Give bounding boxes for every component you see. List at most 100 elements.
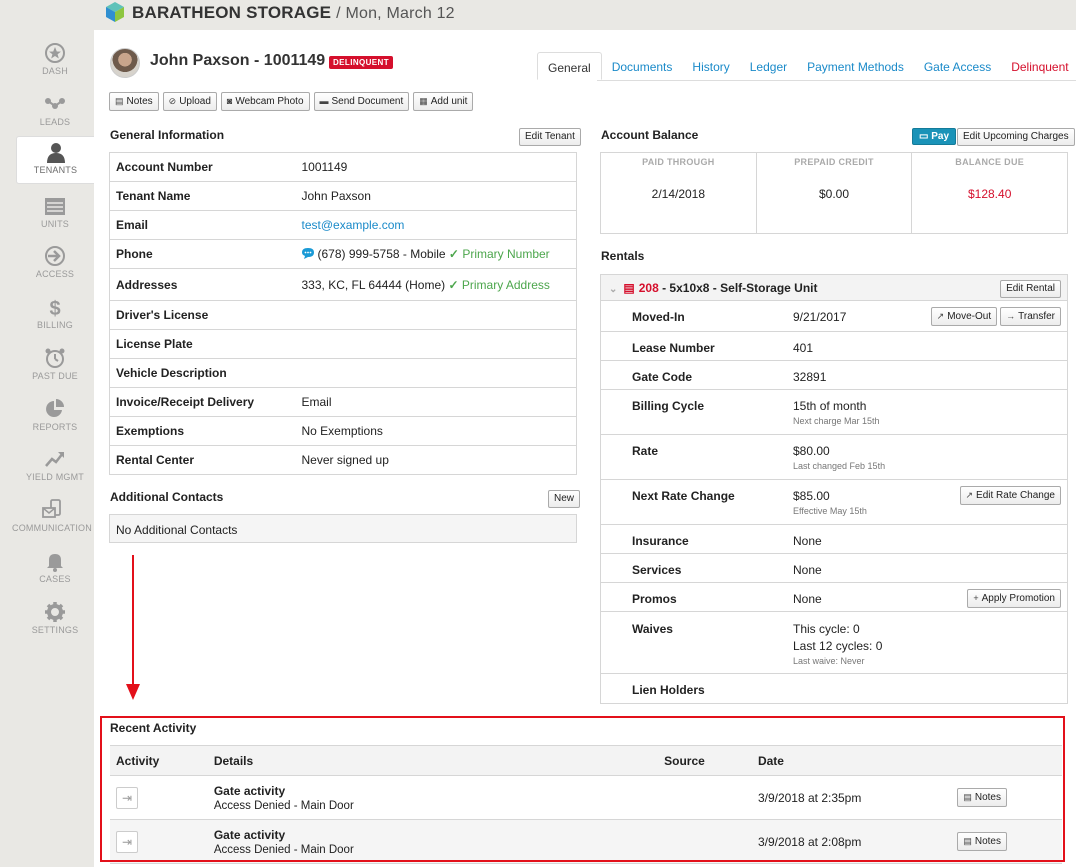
sidebar-item-units[interactable]: UNITS: [16, 191, 94, 237]
date-cell: 3/9/2018 at 2:35pm: [751, 775, 952, 820]
row-notes-button[interactable]: ▤ Notes: [957, 832, 1007, 851]
rental-value: None: [793, 592, 822, 606]
tab-general[interactable]: General: [537, 52, 602, 80]
top-bar: BARATHEON STORAGE / Mon, March 12: [0, 0, 1076, 30]
upload-button[interactable]: ⊘ Upload: [162, 92, 217, 111]
sidebar-item-tenants[interactable]: TENANTS: [16, 136, 94, 184]
rental-label: Moved-In: [632, 310, 685, 324]
rental-value: $85.00 Effective May 15th: [793, 489, 867, 516]
pay-label: Pay: [931, 131, 950, 142]
sidebar-item-settings[interactable]: SETTINGS: [16, 597, 94, 643]
edit-tenant-button[interactable]: Edit Tenant: [519, 128, 581, 146]
tab-delinquent[interactable]: Delinquent: [1011, 60, 1069, 74]
tab-ledger[interactable]: Ledger: [749, 60, 788, 74]
sidebar-item-label: PAST DUE: [32, 371, 78, 381]
column-header: BALANCE DUE: [955, 157, 1025, 167]
sidebar-item-yield-mgmt[interactable]: YIELD MGMT: [16, 444, 94, 490]
rental-label: Insurance: [632, 534, 689, 548]
add-unit-button[interactable]: ▦ Add unit: [413, 92, 474, 111]
new-contact-button[interactable]: New: [548, 490, 581, 508]
sidebar-item-access[interactable]: ACCESS: [16, 241, 94, 287]
prepaid-credit-value: $0.00: [818, 187, 850, 201]
chevron-down-icon[interactable]: ⌄: [609, 284, 618, 295]
edit-rate-change-button[interactable]: ↗ Edit Rate Change: [959, 486, 1061, 505]
alarm-clock-icon: [45, 348, 65, 368]
table-row: Phone (678) 999-5758 - Mobile ✓ Primary …: [109, 239, 577, 269]
address-value: 333, KC, FL 64444 (Home): [301, 277, 446, 292]
field-label: Email: [109, 210, 296, 240]
rental-row: Services None: [601, 554, 1067, 583]
rental-value: 32891: [793, 370, 827, 384]
table-row: Exemptions No Exemptions: [109, 416, 577, 446]
sidebar-item-label: CASES: [39, 574, 71, 584]
send-document-button[interactable]: ▬ Send Document: [313, 92, 410, 111]
table-header-row: Activity Details Source Date: [110, 745, 1062, 776]
rentals-title: Rentals: [601, 249, 645, 263]
rental-header[interactable]: ⌄ ▤ 208 - 5x10x8 - Self-Storage Unit Edit …: [601, 275, 1067, 301]
webcam-label: Webcam Photo: [235, 96, 304, 107]
table-row: Tenant Name John Paxson: [109, 181, 577, 211]
apply-promotion-button[interactable]: + Apply Promotion: [967, 589, 1061, 608]
arrow-up-right-icon: ↗: [936, 311, 945, 321]
chat-bubble-icon[interactable]: [301, 248, 314, 259]
rental-label: Promos: [632, 592, 677, 606]
status-badge: DELINQUENT: [329, 56, 393, 69]
tab-payment-methods[interactable]: Payment Methods: [807, 60, 904, 74]
recent-activity-title: Recent Activity: [110, 721, 197, 735]
column-header: PAID THROUGH: [642, 157, 715, 167]
paid-through: PAID THROUGH 2/14/2018: [601, 153, 757, 233]
sidebar-item-leads[interactable]: LEADS: [16, 89, 94, 135]
row-notes-button[interactable]: ▤ Notes: [957, 788, 1007, 807]
rental-row: Moved-In 9/21/2017 ↗ Move-Out → Transfer: [601, 301, 1067, 332]
primary-number-label: Primary Number: [462, 247, 550, 261]
balance-due: BALANCE DUE $128.40: [912, 153, 1067, 233]
table-row: Driver's License: [109, 300, 577, 330]
edit-upcoming-charges-button[interactable]: Edit Upcoming Charges: [957, 128, 1075, 146]
field-value: Email: [295, 387, 577, 417]
notes-label: Notes: [126, 96, 153, 107]
sidebar-item-label: DASH: [42, 66, 68, 76]
sidebar-item-cases[interactable]: CASES: [16, 546, 94, 592]
notes-button[interactable]: ▤ Notes: [109, 92, 159, 111]
primary-address-label: Primary Address: [461, 277, 550, 292]
sidebar-item-dash[interactable]: DASH: [16, 38, 94, 84]
actions-cell: ▤ Notes: [951, 819, 1062, 864]
tab-history[interactable]: History: [692, 60, 730, 74]
sidebar-item-billing[interactable]: $ BILLING: [16, 292, 94, 338]
rate-actions: ↗ Edit Rate Change: [959, 486, 1061, 505]
email-link[interactable]: test@example.com: [301, 218, 405, 232]
field-label: Tenant Name: [109, 181, 296, 211]
row-notes-label: Notes: [974, 836, 1001, 847]
camera-icon: ◙: [226, 96, 233, 106]
table-row: Rental Center Never signed up: [109, 445, 577, 475]
tab-documents[interactable]: Documents: [611, 60, 673, 74]
brand-date: / Mon, March 12: [336, 5, 455, 22]
webcam-photo-button[interactable]: ◙ Webcam Photo: [220, 92, 310, 111]
pay-button[interactable]: ▭ Pay: [912, 128, 957, 145]
rental-value: 15th of month Next charge Mar 15th: [793, 399, 880, 426]
action-toolbar: ▤ Notes ⊘ Upload ◙ Webcam Photo ▬ Send Docum…: [109, 92, 474, 111]
sidebar-item-label: SETTINGS: [31, 625, 79, 635]
add-unit-label: Add unit: [430, 96, 468, 107]
field-label: Exemptions: [109, 416, 296, 446]
field-value: [295, 358, 577, 388]
tab-bar: General Documents History Ledger Payment…: [537, 52, 1076, 80]
sidebar-item-reports[interactable]: REPORTS: [16, 394, 94, 440]
sidebar-item-communication[interactable]: COMMUNICATION: [10, 495, 94, 541]
activity-title: Gate activity: [213, 827, 286, 842]
edit-rental-button[interactable]: Edit Rental: [1000, 280, 1061, 298]
phone-mail-icon: [42, 499, 61, 518]
details-cell: Gate activity Access Denied - Main Door: [207, 819, 659, 864]
next-rate-sub: Effective May 15th: [793, 506, 867, 516]
move-out-button[interactable]: ↗ Move-Out: [930, 307, 998, 326]
note-icon: ▤: [963, 792, 972, 802]
tab-gate-access[interactable]: Gate Access: [923, 60, 992, 74]
rental-value: $80.00 Last changed Feb 15th: [793, 444, 885, 471]
sidebar-item-label: REPORTS: [32, 422, 78, 432]
sidebar-item-past-due[interactable]: PAST DUE: [16, 343, 94, 389]
rental-row: Next Rate Change $85.00 Effective May 15t…: [601, 480, 1067, 525]
rental-row: Gate Code 32891: [601, 361, 1067, 390]
transfer-button[interactable]: → Transfer: [1000, 307, 1061, 326]
table-row: Addresses 333, KC, FL 64444 (Home) ✓ Prim…: [109, 268, 577, 301]
additional-contacts-title: Additional Contacts: [110, 490, 224, 504]
